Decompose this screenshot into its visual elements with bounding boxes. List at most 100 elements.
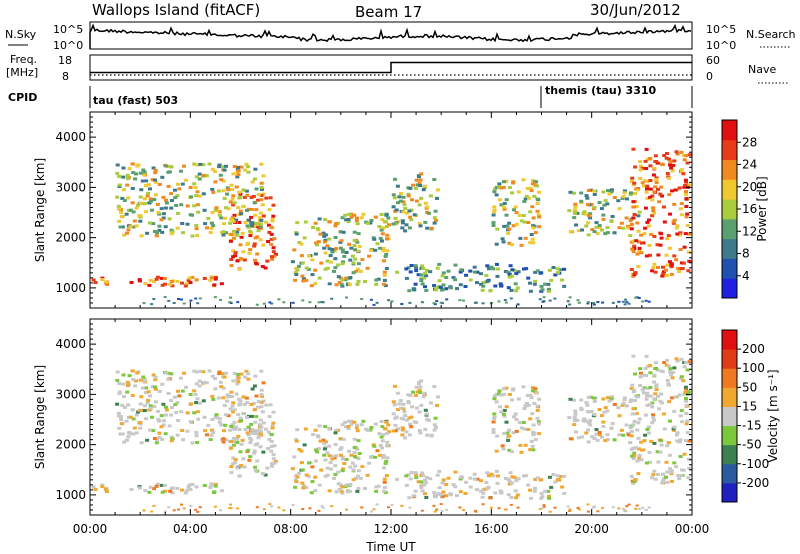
velocity-cell [542,504,546,507]
power-cell [336,263,341,267]
power-cell [633,165,638,169]
power-cell [523,236,528,240]
velocity-cell [538,508,542,511]
power-cell [474,301,477,304]
colorbar-tick-label: 24 [742,158,757,172]
power-cell [418,184,423,187]
velocity-cell [524,401,529,405]
velocity-cell [238,450,243,454]
power-cell [209,226,214,230]
velocity-cell [611,506,615,509]
velocity-cell [350,461,355,465]
velocity-cell [408,422,413,426]
power-cell [377,246,382,250]
velocity-cell [93,488,98,491]
power-cell [304,266,309,270]
power-cell [411,183,415,187]
velocity-cell [422,483,427,487]
velocity-cell [143,391,148,395]
velocity-cell [151,373,156,377]
velocity-cell [509,495,514,499]
velocity-cell [186,485,191,489]
power-cell [327,247,332,251]
power-cell [678,248,683,251]
velocity-cell [635,428,640,432]
power-cell [675,232,680,236]
power-cell [271,246,276,250]
power-cell [645,220,650,224]
power-cell [349,246,354,250]
velocity-cell [655,368,660,372]
power-cell [479,282,484,286]
velocity-cell [558,475,563,479]
velocity-cell [507,479,512,483]
velocity-cell [643,366,648,370]
power-cell [432,216,437,220]
velocity-cell [596,510,600,513]
power-cell [253,236,258,240]
power-cell [637,246,642,250]
velocity-cell [160,490,165,494]
velocity-cell [432,428,437,432]
velocity-cell [217,372,222,376]
power-cell [645,187,649,191]
velocity-cell [653,477,658,481]
velocity-cell [250,428,255,432]
velocity-cell [250,387,255,391]
power-cell [261,243,266,247]
power-cell [531,226,536,230]
velocity-cell [417,429,422,433]
velocity-cell [592,396,597,400]
velocity-cell [502,431,507,435]
velocity-cell [639,440,644,444]
power-cell [248,234,253,238]
power-cell [164,201,169,205]
velocity-cell [372,444,377,448]
power-cell [356,267,360,271]
power-cell [188,213,193,217]
velocity-cell [258,418,263,422]
power-cell [382,278,387,282]
velocity-cell [404,430,409,434]
velocity-cell [624,404,629,408]
velocity-cell [617,414,622,418]
power-cell [177,298,180,300]
velocity-cell [243,428,248,431]
velocity-cell [230,423,235,427]
velocity-cell [126,435,131,439]
power-cell [355,282,360,286]
power-cell [423,285,427,289]
power-cell [417,181,422,185]
power-cell [629,268,634,271]
velocity-cell [253,443,258,447]
power-cell [354,269,359,273]
power-cell [358,269,363,273]
velocity-cell [503,477,508,480]
velocity-cell [392,403,397,407]
power-cell [236,173,241,177]
velocity-cell [629,434,634,438]
velocity-cell [468,485,473,489]
power-cell [256,229,261,233]
power-cell [626,224,630,228]
velocity-cell [264,403,269,407]
power-cell [221,179,226,183]
power-cell [648,253,652,257]
velocity-cell [184,385,189,389]
velocity-cell [238,399,243,403]
power-cell [514,211,519,214]
power-cell [259,186,264,189]
velocity-cell [190,482,195,486]
velocity-cell [201,380,206,384]
power-cell [249,196,254,199]
velocity-cell [115,402,120,406]
velocity-cell [170,437,175,441]
velocity-cell [411,494,416,498]
velocity-cell [541,507,545,509]
power-cell [494,193,499,197]
velocity-cell [516,506,520,509]
velocity-cell [241,411,246,415]
power-cell [192,162,197,166]
velocity-cell [380,439,385,443]
velocity-cell [521,421,526,424]
